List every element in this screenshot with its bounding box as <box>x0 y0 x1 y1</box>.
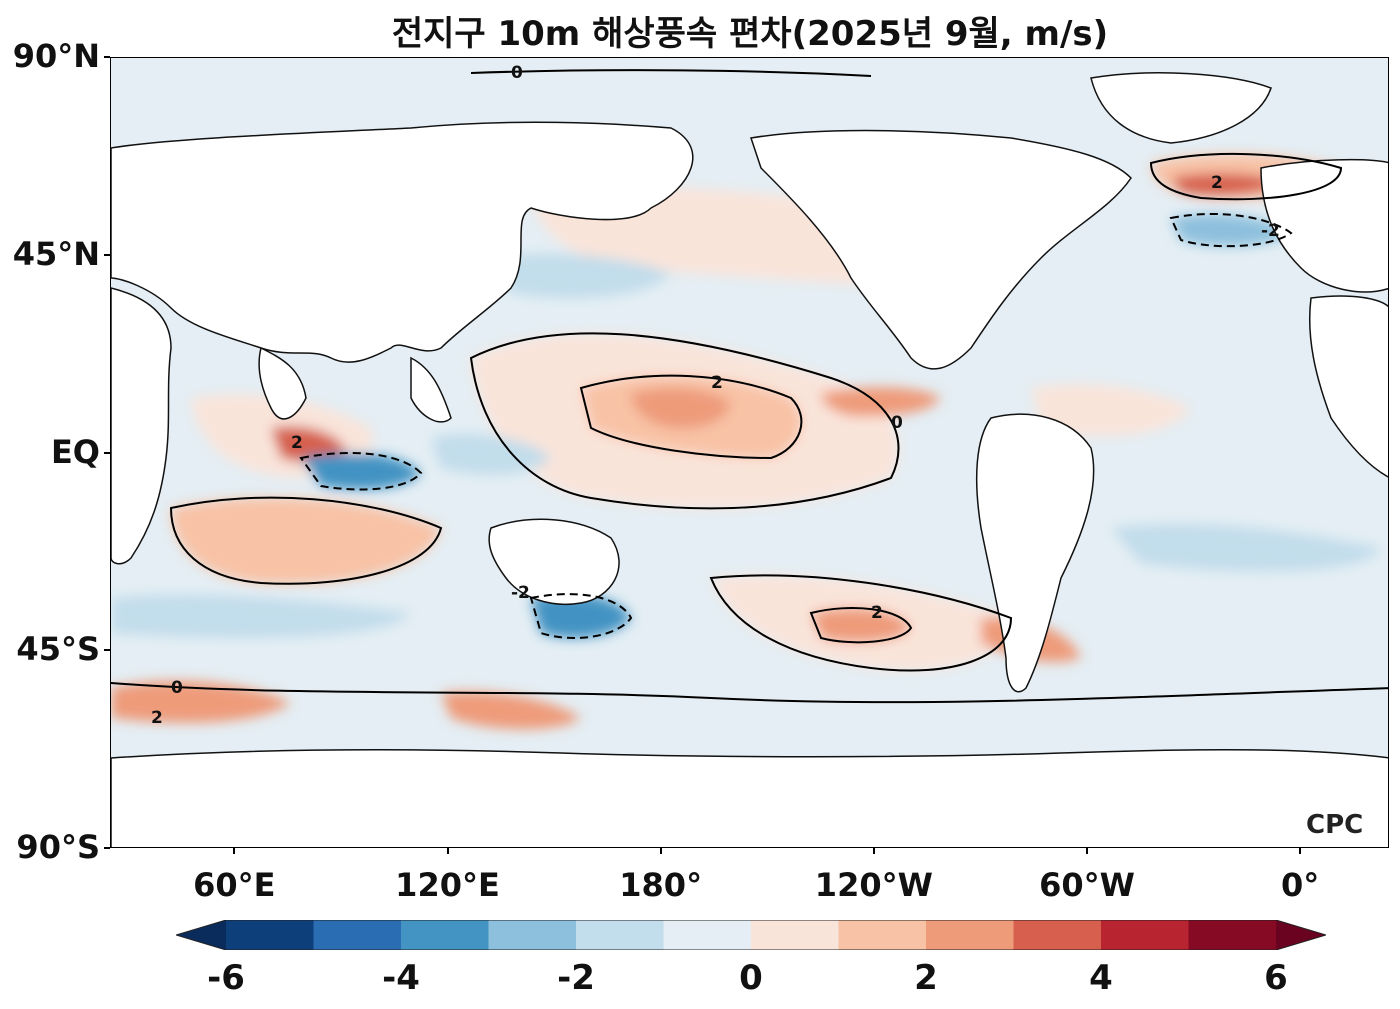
lat-tick-label: 90°S <box>16 828 100 866</box>
lon-tick-label: 120°E <box>395 866 500 904</box>
land-masses <box>111 72 1388 847</box>
contour-lines <box>111 69 1388 704</box>
anom-pos-east-pacific <box>821 386 941 417</box>
chart-title: 전지구 10m 해상풍속 편차(2025년 9월, m/s) <box>391 14 1109 54</box>
colorbar-over-arrow <box>1276 920 1326 950</box>
contour-two-pacific <box>579 374 803 460</box>
anom-neg-north-atlantic-sub <box>1171 213 1291 247</box>
anom-neg-east-indian <box>301 453 421 490</box>
land-india <box>258 346 307 420</box>
colorbar-segment <box>576 920 664 950</box>
anom-neg-tasman <box>531 594 631 638</box>
contour-label-two: 2 <box>291 433 303 453</box>
colorbar-segment <box>488 920 577 950</box>
colorbar <box>176 920 1326 950</box>
anomaly-fields <box>111 153 1381 730</box>
anom-pos-southern-ocean-indian <box>111 680 291 723</box>
contour-label-zero: 0 <box>891 413 903 433</box>
anom-neg-south-atlantic-band <box>1111 524 1381 572</box>
lon-tick-mark <box>1086 848 1088 854</box>
anom-pos-atlantic-equatorial <box>1031 384 1191 437</box>
anom-pos-north-atlantic-core <box>1171 173 1281 196</box>
anom-pos-tropical-pacific-peak <box>631 387 731 429</box>
lon-tick-label: 60°W <box>1039 866 1135 904</box>
colorbar-tick-label: 6 <box>1264 958 1288 998</box>
colorbar-segment <box>401 920 489 950</box>
colorbar-segment <box>313 920 402 950</box>
contour-label-zero: 0 <box>171 678 183 698</box>
lat-tick-label: EQ <box>50 432 100 471</box>
colorbar-tick-label: -6 <box>207 958 245 998</box>
contour-zero-indian <box>169 496 443 585</box>
anom-pos-southern-ocean-aus <box>441 691 581 730</box>
contour-minus-two-north-atlantic <box>1169 213 1293 248</box>
colorbar-under-arrow <box>176 920 226 950</box>
contour-minus-two-east-indian <box>299 452 423 491</box>
lat-tick-mark <box>104 253 110 256</box>
colorbar-tick-label: 2 <box>914 958 938 998</box>
contour-label-two: 2 <box>1211 173 1223 193</box>
colorbar-segment <box>751 920 839 950</box>
land-europe <box>1260 158 1388 293</box>
lat-tick-mark <box>104 847 110 849</box>
colorbar-segment <box>663 920 752 950</box>
colorbar-tick-label: 4 <box>1089 958 1113 998</box>
lon-tick-label: 120°W <box>814 866 933 904</box>
lat-tick-label: 45°N <box>12 234 100 273</box>
colorbar-segment <box>226 920 314 950</box>
lon-tick-label: 60°E <box>193 866 276 904</box>
lat-tick-label: 90°N <box>12 37 100 75</box>
contour-zero-pacific <box>469 332 900 510</box>
colorbar-tick-label: -4 <box>382 958 420 998</box>
contour-zero-atlantic <box>1149 152 1343 201</box>
lat-tick-mark <box>104 649 110 652</box>
contour-minus-two-tasman <box>529 593 633 639</box>
anom-neg-wnp <box>491 253 671 298</box>
contour-label-two: 2 <box>871 603 883 623</box>
land-se-asia <box>410 356 452 423</box>
lon-tick-mark <box>233 848 236 854</box>
lon-tick-label: 180° <box>619 866 703 904</box>
colorbar-segment <box>838 920 927 950</box>
contour-zero-south-pacific <box>709 574 1013 672</box>
lon-tick-mark <box>1299 848 1302 854</box>
lon-tick-mark <box>872 848 875 854</box>
colorbar-tick-label: 0 <box>739 958 763 998</box>
contour-label-zero: 0 <box>511 63 523 83</box>
colorbar-tick-label: -2 <box>557 958 595 998</box>
contour-labels: 0 2 -2 2 0 2 2 -2 0 2 <box>151 63 1280 728</box>
land-south-america <box>975 413 1095 693</box>
colorbar-segment <box>1101 920 1189 950</box>
colorbar-segment <box>1013 920 1102 950</box>
contour-zero-southern-ocean <box>111 682 1388 704</box>
anom-pos-south-pacific-core <box>811 608 911 643</box>
map-canvas: 0 2 -2 2 0 2 2 -2 0 2 CPC <box>111 58 1388 847</box>
land-greenland <box>1090 72 1272 144</box>
anom-neg-southern-ocean <box>111 594 411 638</box>
lat-tick-label: 45°S <box>16 630 100 669</box>
anom-pos-south-indian <box>171 497 441 584</box>
contour-label-two: 2 <box>151 708 163 728</box>
colorbar-segment <box>1188 920 1277 950</box>
land-antarctica <box>111 748 1388 847</box>
lon-tick-mark <box>446 848 449 854</box>
land-australia <box>488 518 620 605</box>
contour-two-south-pacific <box>809 607 913 644</box>
lat-tick-mark <box>104 451 110 454</box>
colorbar-segment <box>926 920 1014 950</box>
lat-tick-mark <box>104 56 110 58</box>
contour-label-minus-two: -2 <box>1261 221 1280 241</box>
contour-label-two: 2 <box>711 373 723 393</box>
land-north-america <box>750 129 1132 370</box>
land-west-africa <box>1308 295 1388 478</box>
contour-label-minus-two: -2 <box>511 583 530 603</box>
lon-tick-mark <box>659 848 662 854</box>
land-africa <box>111 287 172 565</box>
cpc-logo: CPC <box>1306 810 1363 840</box>
lon-tick-label: 0° <box>1281 866 1320 904</box>
contour-zero-north-pacific <box>470 69 872 77</box>
map-plot-area: 0 2 -2 2 0 2 2 -2 0 2 CPC <box>110 57 1389 848</box>
